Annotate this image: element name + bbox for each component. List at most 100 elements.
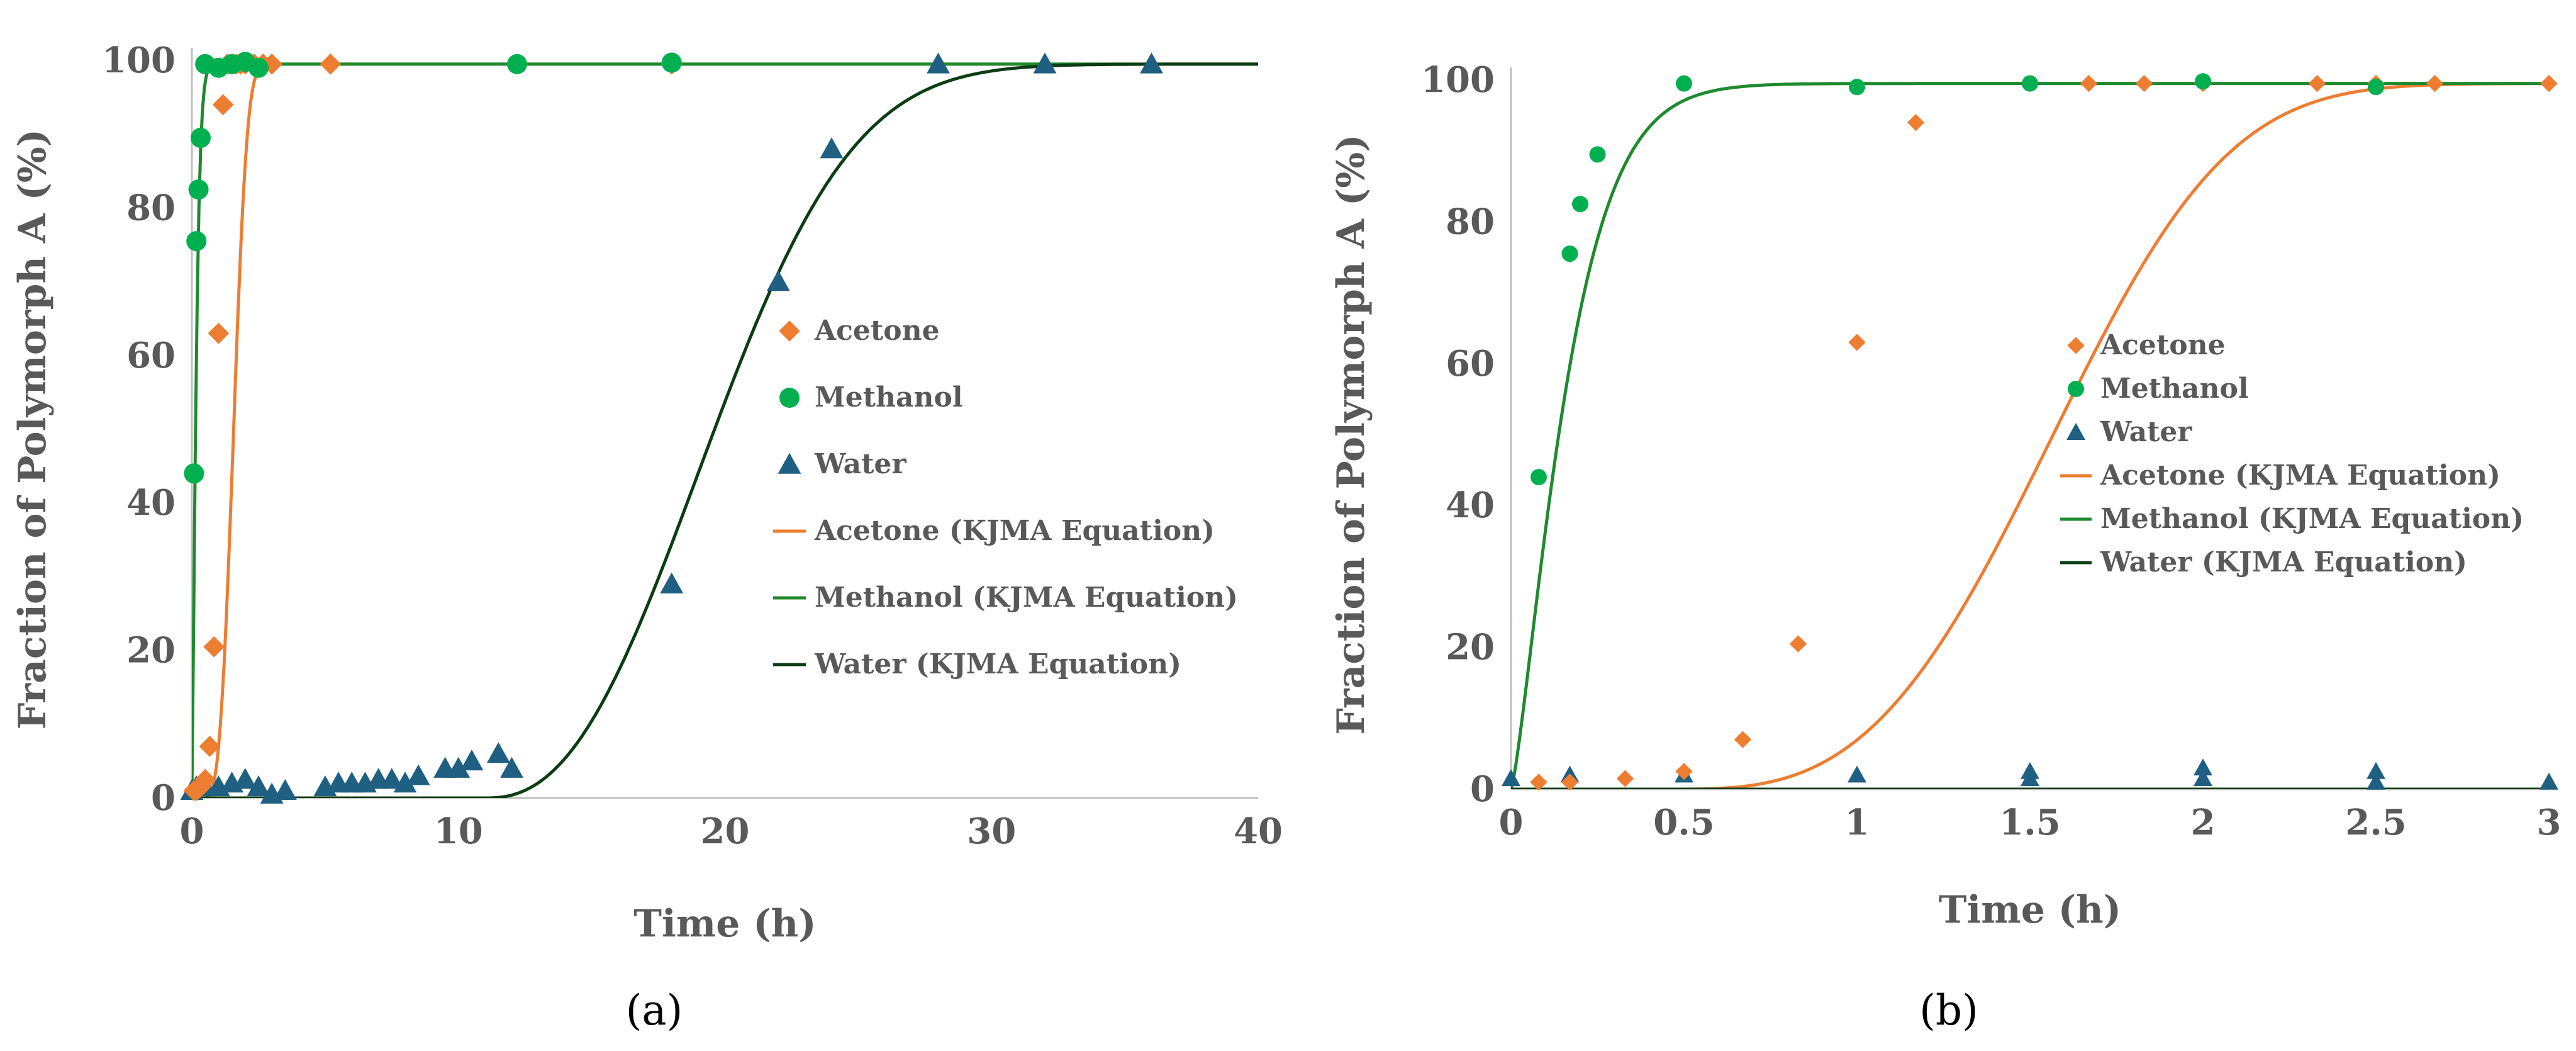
legend-marker-methanol <box>779 388 800 408</box>
legend-label-water-kjma-equation: Water (KJMA Equation) <box>2100 546 2467 578</box>
legend-label-methanol-kjma-equation: Methanol (KJMA Equation) <box>2100 503 2524 535</box>
y-tick-label: 60 <box>1446 343 1495 385</box>
x-tick-label: 40 <box>1234 811 1283 852</box>
series-line-acetone-kjma-equation <box>1511 82 2549 789</box>
y-tick-label: 60 <box>126 335 176 376</box>
chart-panel-a: 0 10 20 30 40 0 20 40 60 80 100 Time (h) Fraction of… <box>11 40 1283 1035</box>
data-point-acetone <box>1848 334 1866 351</box>
legend-marker-water <box>2066 423 2085 440</box>
data-point-methanol <box>2195 73 2211 90</box>
data-point-methanol <box>1589 146 1606 163</box>
data-point-acetone <box>1561 773 1579 791</box>
data-point-water <box>927 52 950 74</box>
data-point-water <box>2021 769 2039 787</box>
x-tick-label: 10 <box>434 811 483 852</box>
y-tick-label: 80 <box>126 187 176 228</box>
data-point-water <box>460 750 484 771</box>
data-point-water <box>2194 758 2212 776</box>
x-tick-label: 1 <box>1845 802 1870 843</box>
data-point-acetone <box>1789 635 1807 653</box>
data-point-water <box>447 756 471 778</box>
legend-label-acetone-kjma-equation: Acetone (KJMA Equation) <box>814 515 1215 547</box>
data-point-water <box>2540 772 2558 790</box>
series-line-methanol-kjma-equation <box>1511 82 2549 789</box>
data-point-acetone <box>203 636 225 658</box>
data-point-water <box>2367 772 2385 790</box>
data-point-methanol <box>1676 75 1692 92</box>
data-point-methanol <box>506 53 527 74</box>
x-tick-label: 20 <box>701 811 750 852</box>
data-point-water <box>406 764 430 785</box>
y-tick-label: 40 <box>126 482 176 524</box>
data-point-acetone <box>212 94 234 116</box>
data-point-acetone <box>208 322 230 344</box>
data-point-methanol <box>188 179 209 200</box>
data-point-methanol <box>186 231 207 252</box>
data-point-acetone <box>1675 763 1693 780</box>
legend-label-methanol-kjma-equation: Methanol (KJMA Equation) <box>815 582 1238 614</box>
data-point-water <box>380 768 404 789</box>
legend-label-methanol: Methanol <box>2100 373 2249 405</box>
data-point-acetone <box>320 53 342 75</box>
data-point-water <box>660 572 684 593</box>
data-point-acetone <box>199 736 221 757</box>
y-tick-label: 0 <box>1470 768 1495 810</box>
x-tick-label: 2 <box>2191 802 2216 843</box>
x-axis-title: Time (h) <box>1939 888 2121 932</box>
data-point-acetone <box>2540 74 2558 93</box>
data-point-water <box>1502 769 1520 787</box>
data-point-methanol <box>1572 196 1588 213</box>
data-point-water <box>247 775 270 797</box>
data-point-methanol <box>2368 79 2384 96</box>
data-point-methanol <box>1561 245 1578 262</box>
y-tick-label: 100 <box>102 40 176 81</box>
x-tick-label: 0 <box>180 811 204 852</box>
data-point-acetone <box>1734 731 1752 748</box>
y-tick-label: 20 <box>1446 627 1495 668</box>
x-tick-label: 0.5 <box>1653 802 1714 843</box>
legend-marker-water <box>778 452 801 474</box>
legend-marker-acetone <box>779 320 800 342</box>
data-point-water <box>820 137 844 159</box>
x-tick-label: 30 <box>967 811 1016 852</box>
data-point-methanol <box>2022 75 2038 92</box>
y-tick-label: 100 <box>1421 59 1495 101</box>
data-point-water <box>2194 769 2212 787</box>
panel-label: (a) <box>626 986 683 1035</box>
y-tick-label: 20 <box>126 630 176 672</box>
y-tick-label: 40 <box>1446 485 1495 526</box>
data-point-acetone <box>1907 113 1925 132</box>
legend-marker-methanol <box>2068 381 2084 397</box>
data-point-water <box>393 772 417 793</box>
data-point-acetone <box>1530 773 1547 791</box>
data-point-water <box>2367 762 2385 779</box>
data-point-methanol <box>1531 469 1547 486</box>
x-tick-label: 1.5 <box>1999 802 2060 843</box>
data-point-water <box>1848 765 1866 783</box>
x-tick-label: 3 <box>2537 802 2562 843</box>
chart-panel-b: 0 0.5 1 1.5 2 2.5 3 0 20 40 60 80 100 Time (h) Fractio… <box>1329 59 2561 1035</box>
data-point-methanol <box>190 128 211 149</box>
legend-label-water: Water <box>2100 416 2192 448</box>
data-point-methanol <box>248 57 269 78</box>
data-point-acetone <box>1616 770 1634 787</box>
legend-label-acetone: Acetone <box>814 315 940 347</box>
data-point-water <box>766 270 790 291</box>
data-point-water <box>1033 52 1057 74</box>
data-point-methanol <box>1849 79 1865 96</box>
series-line-methanol-kjma-equation <box>192 62 1258 798</box>
series-line-water-kjma-equation <box>192 62 1258 798</box>
y-axis-title: Fraction of Polymorph A (%) <box>1329 134 1373 734</box>
data-point-acetone <box>2080 74 2098 93</box>
y-tick-label: 80 <box>1446 201 1495 242</box>
legend-label-acetone: Acetone <box>2100 329 2226 361</box>
data-point-methanol <box>184 463 204 484</box>
data-point-water <box>233 768 257 789</box>
data-point-acetone <box>2308 74 2326 93</box>
y-axis-title: Fraction of Polymorph A (%) <box>11 129 55 729</box>
x-tick-label: 0 <box>1499 802 1524 843</box>
y-tick-label: 0 <box>151 777 176 819</box>
series-line-acetone-kjma-equation <box>192 62 1258 798</box>
data-point-methanol <box>661 52 682 73</box>
